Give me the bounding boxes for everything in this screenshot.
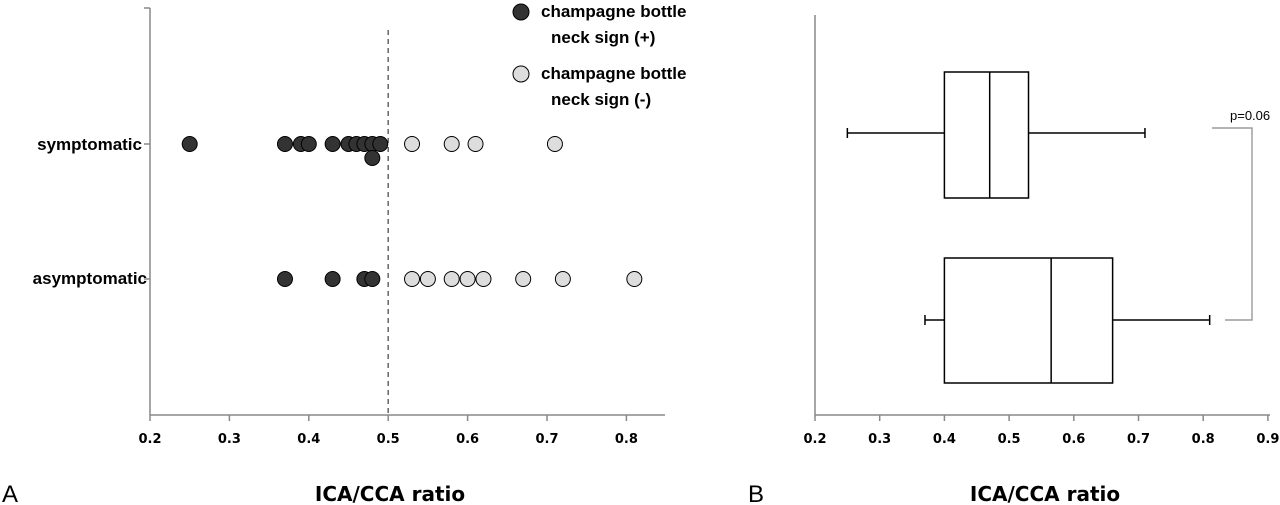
- data-point-negative: [546, 136, 563, 152]
- panel-b-x-tick-label: 0.5: [998, 432, 1021, 447]
- panel-a-chart: 0.2 0.3 0.4 0.5 0.6 0.7 0.8 symptomatic asympt…: [2, 2, 686, 505]
- significance-bracket: [1212, 127, 1253, 321]
- data-point-negative: [626, 271, 643, 287]
- data-point-negative: [515, 271, 532, 287]
- legend-label-negative-line1: champagne bottle: [541, 64, 686, 83]
- panel-b-x-tick-label: 0.7: [1127, 432, 1150, 447]
- legend-marker-negative: [512, 65, 530, 83]
- panel-a-x-tick-label: 0.2: [138, 432, 161, 447]
- panel-a-x-tick-label: 0.6: [456, 432, 479, 447]
- data-point-positive: [364, 271, 381, 287]
- legend-label-positive-line2: neck sign (+): [551, 28, 655, 47]
- data-point-negative: [467, 136, 484, 152]
- data-point-positive: [372, 136, 389, 152]
- data-point-positive: [324, 271, 341, 287]
- panel-b-x-axis-label: ICA/CCA ratio: [970, 482, 1120, 505]
- panel-b-x-tick-label: 0.2: [803, 432, 826, 447]
- legend: champagne bottle neck sign (+) champagne…: [512, 2, 686, 109]
- panel-a-x-tick-label: 0.8: [615, 432, 638, 447]
- p-value-annotation: p=0.06: [1230, 108, 1270, 123]
- panel-a-letter: A: [2, 481, 18, 505]
- panel-a-x-axis-label: ICA/CCA ratio: [315, 482, 465, 505]
- data-point-negative: [404, 136, 421, 152]
- box-1-iqr-box: [943, 71, 1030, 199]
- data-point-negative: [459, 271, 476, 287]
- panel-a-x-tick-label: 0.7: [535, 432, 558, 447]
- data-point-positive: [324, 136, 341, 152]
- box-2-iqr-box: [943, 257, 1114, 384]
- data-point-negative: [443, 136, 460, 152]
- panel-a-x-tick-label: 0.4: [297, 432, 320, 447]
- panel-b-x-tick-label: 0.6: [1062, 432, 1085, 447]
- legend-marker-positive: [512, 3, 530, 21]
- panel-b-x-tick-label: 0.4: [933, 432, 956, 447]
- panel-a-x-tick-label: 0.5: [377, 432, 400, 447]
- legend-label-negative-line2: neck sign (-): [551, 90, 651, 109]
- category-label-asymptomatic: asymptomatic: [33, 269, 147, 288]
- data-point-positive: [364, 150, 381, 166]
- category-label-symptomatic: symptomatic: [37, 135, 142, 154]
- data-point-positive: [276, 271, 293, 287]
- data-point-negative: [554, 271, 571, 287]
- data-point-negative: [404, 271, 421, 287]
- data-point-positive: [276, 136, 293, 152]
- panel-a-x-ticks: 0.2 0.3 0.4 0.5 0.6 0.7 0.8: [138, 415, 638, 447]
- data-point-positive: [181, 136, 198, 152]
- data-point-negative: [419, 271, 436, 287]
- panel-b-x-tick-label: 0.3: [868, 432, 891, 447]
- panel-b-boxes: [846, 71, 1211, 384]
- legend-label-positive-line1: champagne bottle: [541, 2, 686, 21]
- data-point-negative: [475, 271, 492, 287]
- panel-b-letter: B: [748, 481, 764, 505]
- panel-a-points: [181, 136, 643, 287]
- panel-b-x-tick-label: 0.9: [1256, 432, 1279, 447]
- data-point-negative: [443, 271, 460, 287]
- panel-a-x-tick-label: 0.3: [218, 432, 241, 447]
- data-point-positive: [300, 136, 317, 152]
- panel-b-chart: 0.2 0.3 0.4 0.5 0.6 0.7 0.8 0.9 p=0.06 ICA/CCA …: [748, 15, 1279, 505]
- panel-b-x-ticks: 0.2 0.3 0.4 0.5 0.6 0.7 0.8 0.9: [803, 415, 1279, 447]
- panel-b-x-tick-label: 0.8: [1192, 432, 1215, 447]
